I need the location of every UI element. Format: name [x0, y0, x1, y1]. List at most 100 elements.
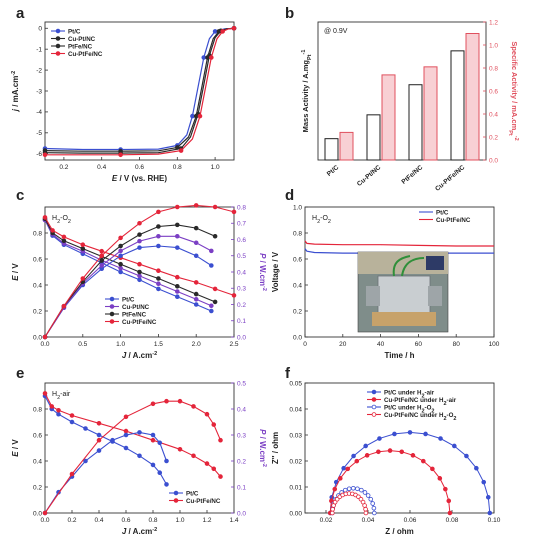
voltage-point — [193, 296, 199, 302]
voltage-point — [69, 419, 75, 425]
nyquist-point — [363, 443, 368, 449]
nyquist-point — [362, 490, 368, 495]
nyquist-arc-1 — [329, 450, 451, 514]
nyquist-point — [341, 465, 346, 471]
y-tick-label: 0.0 — [33, 510, 42, 517]
y2-tick-label: 0.0 — [489, 157, 498, 164]
y-tick-label: 0.8 — [33, 406, 42, 413]
power-point — [99, 258, 104, 263]
x-tick-label: 0.2 — [67, 517, 76, 524]
power-point — [193, 203, 199, 208]
legend-label: Cu-PtFe/NC under H2-air — [384, 397, 457, 407]
legend-label: PtFe/NC — [122, 311, 147, 318]
series-point — [118, 152, 123, 158]
legend-label: Pt/C — [122, 296, 135, 303]
plot-frame — [44, 382, 235, 514]
y2-tick-label: 0.4 — [237, 406, 246, 413]
voltage-point — [164, 482, 169, 487]
x-tick-label: 0.6 — [135, 164, 144, 171]
voltage-point — [123, 428, 129, 434]
y-tick-label: 0.00 — [289, 510, 302, 517]
legend-label: Pt/C — [436, 209, 449, 216]
voltage-point — [212, 299, 218, 305]
legend-marker — [371, 397, 377, 402]
power-point — [96, 448, 102, 453]
y-tick-label: 0.6 — [293, 256, 302, 263]
x-tick-label: 1.2 — [202, 517, 211, 524]
bar-specific-activity — [423, 66, 438, 161]
nyquist-point — [363, 510, 369, 516]
legend-label: Cu-PtFe/NC — [186, 498, 221, 505]
nyquist-point — [377, 436, 382, 441]
nyquist-point — [438, 436, 443, 441]
bar-mass-activity — [324, 138, 339, 161]
y-axis-label: E / V — [11, 439, 20, 457]
y-tick-label: -1 — [36, 46, 42, 53]
voltage-point — [96, 432, 102, 438]
voltage-point — [175, 283, 180, 289]
voltage-point — [69, 413, 75, 418]
nyquist-point — [363, 506, 368, 512]
power-point — [69, 471, 75, 477]
voltage-point — [193, 280, 199, 285]
category-label: Cu-PtFe/NC — [434, 164, 466, 193]
nyquist-point — [443, 486, 448, 492]
panel-annotation: H2-air — [52, 391, 71, 401]
y-axis-label: E / V — [11, 263, 20, 281]
x-tick-label: 0 — [303, 341, 307, 348]
y-tick-label: 0.4 — [293, 282, 302, 289]
series-point — [231, 25, 237, 31]
power-point — [150, 401, 156, 407]
nyquist-point — [332, 486, 338, 492]
y2-axis-label: P / W.cm-2 — [258, 253, 267, 291]
nyquist-point — [376, 449, 381, 455]
y-tick-label: 0.2 — [33, 484, 42, 491]
legend-label: Cu-PtFe/NC — [436, 217, 471, 224]
x-tick-label: 0.2 — [59, 164, 68, 171]
x-tick-label: 0.0 — [40, 341, 49, 348]
power-point — [193, 225, 199, 231]
voltage-point — [118, 269, 123, 275]
power-point — [175, 222, 180, 228]
nyquist-point — [332, 499, 338, 505]
voltage-point — [150, 462, 156, 468]
legend-label: Pt/C under H2-O2 — [384, 404, 434, 414]
voltage-point — [156, 281, 161, 287]
y-tick-label: 0.0 — [293, 334, 302, 341]
nyquist-point — [430, 466, 435, 472]
bar-specific-activity — [465, 33, 480, 161]
power-point — [191, 404, 196, 409]
photo-fuel-cell — [377, 275, 431, 315]
voltage-point — [137, 453, 142, 459]
panel-annotation: @ 0.9V — [324, 28, 348, 35]
power-point — [175, 245, 180, 250]
photo-tubes — [392, 255, 425, 277]
voltage-point — [150, 437, 156, 443]
legend-marker — [109, 311, 115, 317]
power-point — [204, 411, 210, 417]
nyquist-point — [421, 458, 426, 464]
legend-label: Pt/C — [186, 490, 199, 497]
photo-background — [358, 252, 448, 274]
power-point — [118, 253, 123, 259]
legend-marker — [173, 498, 179, 503]
nyquist-point — [330, 506, 335, 512]
nyquist-point — [399, 449, 405, 455]
legend-marker — [371, 404, 377, 410]
voltage-point — [137, 277, 142, 283]
y2-tick-label: 1.0 — [489, 42, 498, 49]
voltage-point — [50, 228, 55, 233]
power-point — [193, 253, 199, 259]
voltage-point — [175, 294, 180, 300]
y-axis-label: Voltage / V — [271, 251, 280, 292]
power-point — [118, 235, 123, 241]
legend-label: Cu-Pt/NC — [68, 36, 96, 43]
y-tick-label: 0.02 — [289, 458, 302, 465]
legend-marker — [55, 51, 61, 56]
nyquist-arc-0 — [329, 431, 491, 514]
voltage-point — [99, 248, 104, 254]
x-tick-label: 0.4 — [97, 164, 106, 171]
nyquist-point — [387, 448, 393, 453]
power-point — [137, 238, 142, 244]
y2-tick-label: 0.1 — [237, 484, 246, 491]
